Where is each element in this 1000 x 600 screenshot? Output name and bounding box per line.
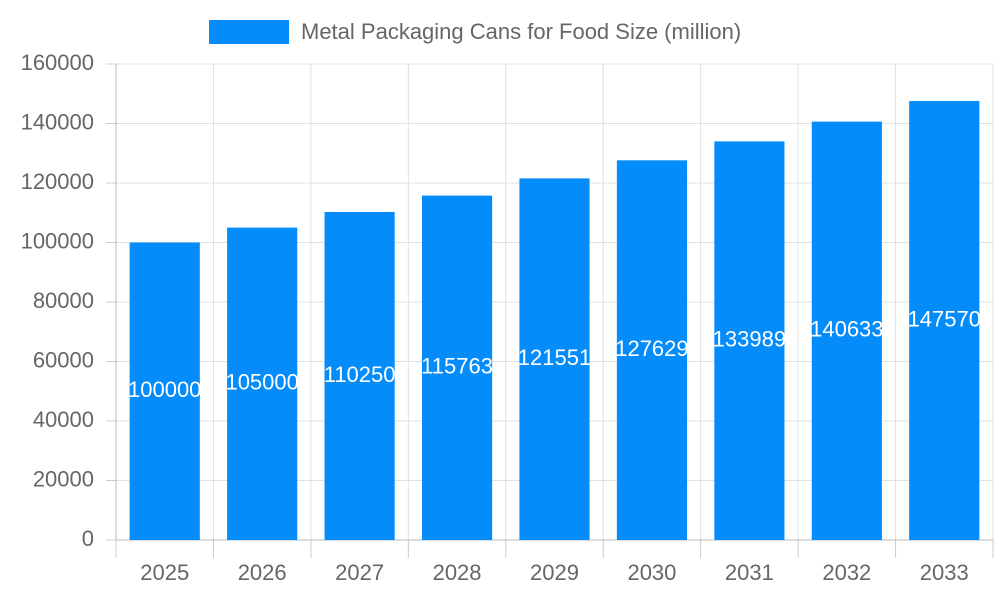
x-tick-label: 2031 bbox=[725, 560, 774, 585]
y-tick-label: 40000 bbox=[33, 407, 94, 432]
bar bbox=[714, 141, 785, 540]
bar bbox=[129, 242, 200, 540]
x-tick-label: 2027 bbox=[335, 560, 384, 585]
y-tick-label: 80000 bbox=[33, 288, 94, 313]
y-tick-label: 160000 bbox=[21, 50, 94, 75]
x-tick-label: 2032 bbox=[822, 560, 871, 585]
bar bbox=[421, 195, 493, 540]
x-tick-label: 2026 bbox=[238, 560, 287, 585]
y-tick-label: 120000 bbox=[21, 169, 94, 194]
legend-swatch bbox=[209, 20, 289, 44]
data-label: 105000 bbox=[225, 370, 298, 395]
y-tick-label: 100000 bbox=[21, 228, 94, 253]
data-label: 147570 bbox=[908, 306, 981, 331]
x-tick-label: 2025 bbox=[140, 560, 189, 585]
bar bbox=[519, 178, 590, 540]
x-tick-label: 2030 bbox=[627, 560, 676, 585]
data-label: 115763 bbox=[421, 354, 493, 379]
bar bbox=[909, 100, 980, 540]
data-label: 121551 bbox=[518, 345, 591, 370]
data-label: 110250 bbox=[324, 362, 396, 387]
bar bbox=[616, 160, 688, 541]
x-tick-label: 2033 bbox=[920, 560, 969, 585]
data-label: 140633 bbox=[810, 317, 883, 342]
data-label: 133989 bbox=[713, 327, 786, 352]
bar bbox=[227, 227, 298, 540]
bar bbox=[811, 121, 882, 540]
x-tick-label: 2028 bbox=[433, 560, 482, 585]
y-tick-label: 0 bbox=[82, 526, 94, 551]
x-tick-label: 2029 bbox=[530, 560, 579, 585]
bar bbox=[324, 212, 395, 540]
data-label: 100000 bbox=[128, 377, 201, 402]
y-tick-label: 140000 bbox=[21, 109, 94, 134]
y-tick-label: 60000 bbox=[33, 347, 94, 372]
legend-label: Metal Packaging Cans for Food Size (mill… bbox=[301, 19, 741, 44]
data-label: 127629 bbox=[615, 336, 688, 361]
y-tick-label: 20000 bbox=[33, 466, 94, 491]
